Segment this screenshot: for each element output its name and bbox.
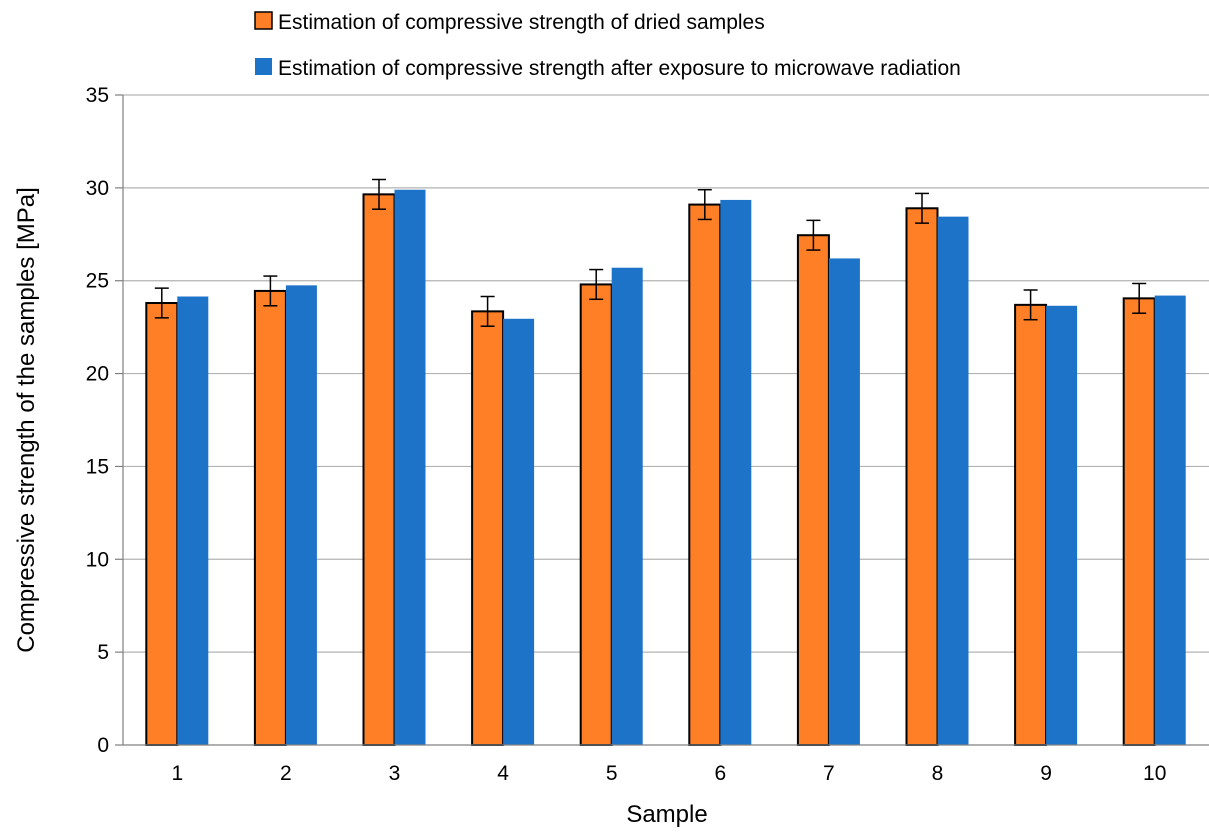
x-tick-label: 3 bbox=[389, 762, 401, 785]
bars bbox=[145, 189, 1186, 747]
bar-microwave bbox=[1154, 295, 1186, 745]
bar-dried bbox=[471, 310, 505, 746]
bar-dried bbox=[688, 203, 722, 747]
legend-swatch-microwave bbox=[255, 58, 272, 75]
bar-microwave bbox=[937, 216, 969, 746]
x-tick-label: 4 bbox=[497, 762, 509, 785]
bar-dried bbox=[905, 207, 939, 747]
bar-dried bbox=[145, 302, 179, 746]
y-tick-label: 30 bbox=[86, 177, 109, 200]
x-axis-title: Sample bbox=[626, 801, 707, 828]
x-tick-label: 10 bbox=[1143, 762, 1166, 785]
legend-swatch-dried bbox=[254, 11, 273, 30]
bar-dried bbox=[579, 283, 613, 746]
bar-microwave bbox=[177, 296, 209, 745]
legend: Estimation of compressive strength of dr… bbox=[254, 11, 961, 80]
x-axis-ticks: 1 2 3 4 5 6 7 8 9 10 bbox=[171, 762, 1166, 785]
bar-microwave bbox=[503, 318, 535, 745]
bar-dried bbox=[1122, 297, 1156, 746]
y-axis-ticks: 0 5 10 15 20 25 30 35 bbox=[86, 84, 123, 757]
y-tick-label: 0 bbox=[97, 734, 109, 757]
bar-microwave bbox=[611, 267, 643, 745]
bar-dried bbox=[796, 234, 830, 746]
bar-microwave bbox=[828, 258, 860, 745]
y-tick-label: 15 bbox=[86, 455, 109, 478]
bar-dried bbox=[253, 289, 287, 746]
y-tick-label: 10 bbox=[86, 548, 109, 571]
bar-microwave bbox=[285, 285, 317, 745]
x-tick-label: 5 bbox=[606, 762, 618, 785]
bar-microwave bbox=[394, 189, 426, 745]
legend-label-dried: Estimation of compressive strength of dr… bbox=[278, 11, 765, 34]
x-tick-label: 6 bbox=[714, 762, 726, 785]
x-tick-label: 9 bbox=[1040, 762, 1052, 785]
legend-label-microwave: Estimation of compressive strength after… bbox=[278, 57, 961, 80]
bar-microwave bbox=[1046, 305, 1078, 745]
x-tick-label: 2 bbox=[280, 762, 292, 785]
bar-dried bbox=[1014, 303, 1048, 746]
x-tick-label: 8 bbox=[932, 762, 944, 785]
x-tick-label: 1 bbox=[171, 762, 183, 785]
y-tick-label: 5 bbox=[97, 641, 109, 664]
y-tick-label: 35 bbox=[86, 84, 109, 107]
y-tick-label: 20 bbox=[86, 363, 109, 386]
y-axis-title: Compressive strength of the samples [MPa… bbox=[13, 187, 40, 653]
y-tick-label: 25 bbox=[86, 270, 109, 293]
bar-microwave bbox=[720, 199, 752, 745]
bar-dried bbox=[362, 193, 396, 747]
error-bars bbox=[154, 178, 1147, 327]
x-tick-label: 7 bbox=[823, 762, 835, 785]
